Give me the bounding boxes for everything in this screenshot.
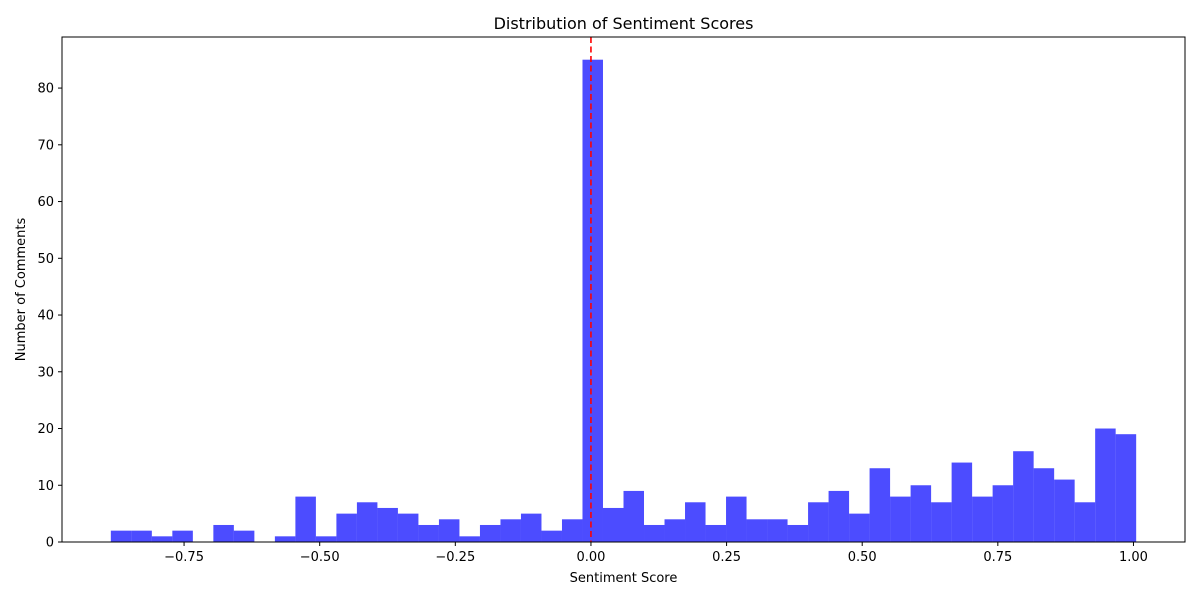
x-tick-label: −0.25	[435, 550, 475, 565]
histogram-bar	[582, 59, 603, 543]
histogram-bar	[705, 524, 727, 542]
x-tick-label: 0.25	[712, 550, 741, 565]
y-tick-label: 30	[37, 365, 54, 380]
bars-group	[110, 59, 1137, 543]
y-tick-label: 50	[37, 252, 54, 267]
histogram-bar	[1013, 451, 1034, 542]
y-tick-label: 80	[37, 82, 54, 97]
histogram-bar	[931, 502, 952, 542]
x-axis: −0.75 −0.50 −0.25 0.00 0.25 0.50 0.75 1.00	[164, 542, 1148, 565]
histogram-bar	[685, 502, 706, 542]
histogram-bar	[910, 485, 932, 542]
plot-frame	[61, 36, 1186, 543]
histogram-bar	[726, 496, 747, 542]
histogram-bar	[459, 536, 480, 542]
y-tick-label: 70	[37, 138, 54, 153]
histogram-bar	[664, 519, 686, 542]
y-tick-label: 40	[37, 309, 54, 324]
histogram-bar	[377, 507, 398, 542]
histogram-bar	[767, 519, 788, 542]
y-axis-title: Number of Comments	[14, 218, 29, 362]
histogram-bar	[520, 513, 542, 542]
chart-title: Distribution of Sentiment Scores	[494, 14, 754, 33]
histogram-bar	[397, 513, 419, 542]
histogram-bar	[1095, 428, 1116, 542]
histogram-bar	[972, 496, 993, 542]
histogram-bar	[172, 530, 193, 542]
histogram-bar	[274, 536, 296, 542]
y-tick-label: 60	[37, 195, 54, 210]
histogram-bar	[849, 513, 870, 542]
x-tick-label: −0.50	[300, 550, 340, 565]
histogram-bar	[315, 536, 337, 542]
histogram-bar	[110, 530, 132, 542]
histogram-bar	[418, 524, 439, 542]
histogram-bar	[644, 524, 665, 542]
histogram-bar	[623, 490, 645, 542]
histogram-bar	[151, 536, 173, 542]
histogram-bar	[213, 524, 234, 542]
histogram-bar	[356, 502, 378, 542]
x-tick-label: −0.75	[164, 550, 204, 565]
y-tick-label: 10	[37, 479, 54, 494]
x-tick-label: 0.75	[983, 550, 1012, 565]
histogram-bar	[890, 496, 911, 542]
histogram-bar	[500, 519, 521, 542]
histogram-bar	[992, 485, 1014, 542]
histogram-bar	[336, 513, 357, 542]
histogram-bar	[438, 519, 460, 542]
y-tick-label: 0	[46, 536, 54, 551]
histogram-bar	[787, 524, 809, 542]
histogram-bar	[561, 519, 583, 542]
histogram-bar	[1115, 434, 1137, 542]
histogram-bar	[131, 530, 152, 542]
x-tick-label: 1.00	[1119, 550, 1148, 565]
histogram-bar	[541, 530, 562, 542]
y-tick-label: 20	[37, 422, 54, 437]
histogram-bar	[1033, 468, 1055, 542]
histogram-bar	[746, 519, 768, 542]
x-axis-title: Sentiment Score	[570, 571, 678, 586]
histogram-bar	[869, 468, 891, 542]
histogram-bar	[1074, 502, 1096, 542]
histogram-bar	[808, 502, 829, 542]
y-axis: 0 10 20 30 40 50 60 70 80	[37, 82, 62, 551]
x-tick-label: 0.50	[848, 550, 877, 565]
x-tick-label: 0.00	[576, 550, 605, 565]
histogram-bar	[479, 524, 501, 542]
histogram-bar	[828, 490, 850, 542]
histogram-bar	[1054, 479, 1075, 542]
histogram-bar	[233, 530, 255, 542]
histogram-bar	[602, 507, 624, 542]
histogram-bar	[295, 496, 316, 542]
histogram-bar	[951, 462, 973, 542]
